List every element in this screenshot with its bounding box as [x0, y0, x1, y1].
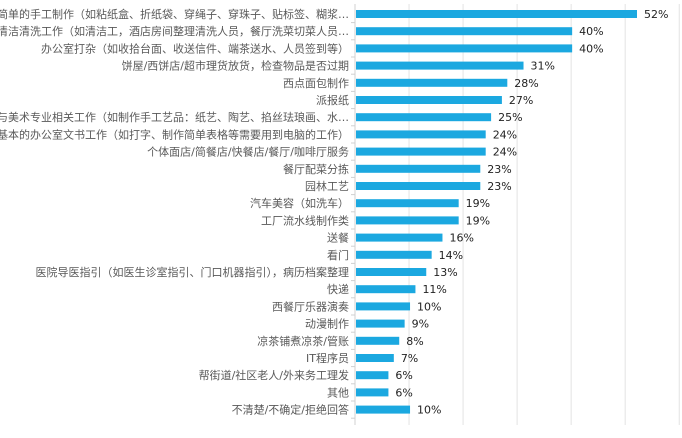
data-label: 8% — [406, 335, 423, 348]
category-label: 饼屋/西饼店/超市理货放货，检查物品是否过期 — [122, 59, 349, 73]
data-label: 10% — [417, 300, 441, 313]
category-label: 工厂流水线制作类 — [261, 213, 349, 227]
data-label: 10% — [417, 404, 441, 417]
data-label: 52% — [644, 8, 668, 21]
category-label: 餐厅配菜分拣 — [283, 162, 349, 176]
bar — [356, 250, 432, 259]
category-label: 个体面店/简餐店/快餐店/餐厅/咖啡厅服务 — [147, 145, 349, 159]
bar — [356, 78, 508, 87]
category-label: 与美术专业相关工作（如制作手工艺品：纸艺、陶艺、掐丝珐琅画、水… — [0, 110, 349, 124]
bar — [356, 164, 481, 173]
category-label: 医院导医指引（如医生诊室指引、门口机器指引），病历档案整理 — [36, 265, 350, 279]
bar — [356, 388, 389, 397]
data-label: 40% — [579, 42, 603, 55]
bar — [356, 336, 400, 345]
data-label: 27% — [509, 94, 533, 107]
bar — [356, 44, 573, 53]
category-label: 汽车美容（如洗车） — [250, 196, 349, 210]
bar — [356, 96, 502, 104]
data-label: 11% — [422, 283, 446, 296]
category-label: 不清楚/不确定/拒绝回答 — [232, 403, 349, 417]
data-label: 31% — [531, 60, 555, 73]
data-label: 19% — [466, 197, 490, 210]
data-label: 40% — [579, 25, 603, 38]
data-label: 6% — [395, 386, 412, 399]
category-label: 派报纸 — [316, 93, 349, 107]
bar — [356, 233, 443, 242]
category-label: 其他 — [327, 386, 349, 399]
category-label: 凉茶铺煮凉茶/管账 — [257, 334, 349, 348]
data-label: 14% — [439, 249, 463, 262]
data-label: 13% — [433, 266, 457, 279]
bar — [356, 182, 481, 190]
bar — [356, 61, 524, 70]
category-label: 办公室打杂（如收拾台面、收送信件、端茶送水、人员签到等） — [41, 41, 349, 55]
category-label: 清洁清洗工作（如清洁工，酒店房间整理清洗人员，餐厅洗菜切菜人员… — [0, 24, 349, 38]
bar — [356, 405, 411, 414]
data-label: 23% — [487, 180, 511, 193]
bar — [356, 354, 394, 362]
category-label: 送餐 — [327, 231, 349, 245]
bar — [356, 130, 486, 139]
data-label: 16% — [449, 232, 473, 245]
data-label: 19% — [466, 214, 490, 227]
data-label: 24% — [493, 128, 517, 141]
data-label: 24% — [493, 146, 517, 159]
bar — [356, 147, 486, 156]
category-label: 快递 — [327, 282, 349, 296]
bar — [356, 302, 411, 311]
category-label: 园林工艺 — [305, 179, 349, 193]
bar — [356, 10, 637, 18]
bar — [356, 27, 573, 36]
category-label: 西点面包制作 — [283, 77, 349, 90]
data-label: 9% — [412, 318, 429, 331]
bar — [356, 199, 459, 208]
bar — [356, 216, 459, 225]
category-label: 西餐厅乐器演奏 — [272, 299, 349, 313]
category-label: IT程序员 — [306, 351, 349, 365]
bar — [356, 113, 492, 122]
bar — [356, 285, 416, 294]
category-label: 动漫制作 — [305, 317, 349, 331]
bar — [356, 371, 389, 380]
category-label: 简单的手工制作（如粘纸盒、折纸袋、穿绳子、穿珠子、贴标签、糊浆… — [0, 7, 349, 21]
data-label: 28% — [514, 77, 538, 90]
bar — [356, 268, 427, 276]
data-label: 6% — [395, 369, 412, 382]
data-label: 23% — [487, 163, 511, 176]
category-label: 看门 — [327, 248, 349, 262]
data-label: 7% — [401, 352, 418, 365]
category-label: 帮街道/社区老人/外来务工理发 — [199, 368, 349, 382]
data-label: 25% — [498, 111, 522, 124]
bar — [356, 319, 405, 328]
category-label: 基本的办公室文书工作（如打字、制作简单表格等需要用到电脑的工作） — [0, 127, 349, 141]
